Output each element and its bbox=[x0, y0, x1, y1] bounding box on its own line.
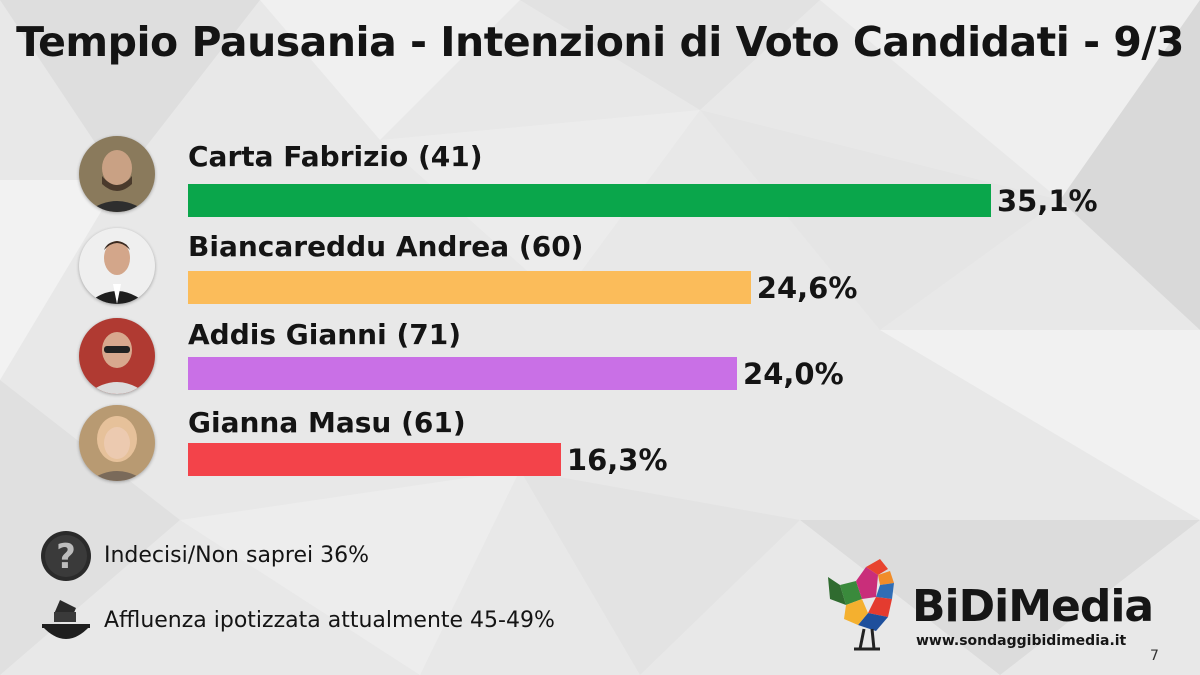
candidate-label: Addis Gianni (71) bbox=[188, 318, 462, 351]
undecided-note: Indecisi/Non saprei 36% bbox=[104, 543, 369, 568]
brand-name: BiDiMedia bbox=[912, 581, 1154, 632]
bar-biancareddu-andrea bbox=[188, 271, 751, 304]
bar-addis-gianni bbox=[188, 357, 738, 390]
candidate-photo bbox=[79, 405, 155, 481]
candidate-label: Carta Fabrizio (41) bbox=[188, 140, 483, 173]
brand-site: www.sondaggibidimedia.it bbox=[916, 633, 1127, 649]
candidate-label: Biancareddu Andrea (60) bbox=[188, 230, 584, 263]
person-icon bbox=[79, 405, 155, 481]
turnout-note: Affluenza ipotizzata attualmente 45-49% bbox=[104, 608, 555, 633]
data-label: 24,6% bbox=[756, 271, 858, 305]
person-icon bbox=[79, 228, 155, 304]
bar-gianna-masu bbox=[188, 443, 561, 476]
page-number: 7 bbox=[1150, 648, 1159, 664]
candidate-label: Gianna Masu (61) bbox=[188, 406, 466, 439]
page-title: Tempio Pausania - Intenzioni di Voto Can… bbox=[16, 18, 1184, 66]
candidate-photo bbox=[79, 136, 155, 212]
ballot-box-icon bbox=[42, 600, 90, 639]
svg-text:?: ? bbox=[56, 537, 76, 577]
person-icon bbox=[79, 318, 155, 394]
data-label: 35,1% bbox=[997, 184, 1098, 218]
bar-carta-fabrizio bbox=[188, 184, 991, 217]
person-icon bbox=[79, 136, 155, 212]
candidate-photo bbox=[79, 228, 155, 304]
data-label: 16,3% bbox=[566, 443, 668, 477]
rooster-logo-icon bbox=[828, 559, 894, 651]
data-label: 24,0% bbox=[743, 357, 844, 391]
question-mark-icon: ? bbox=[41, 531, 91, 581]
candidate-photo bbox=[79, 318, 155, 394]
